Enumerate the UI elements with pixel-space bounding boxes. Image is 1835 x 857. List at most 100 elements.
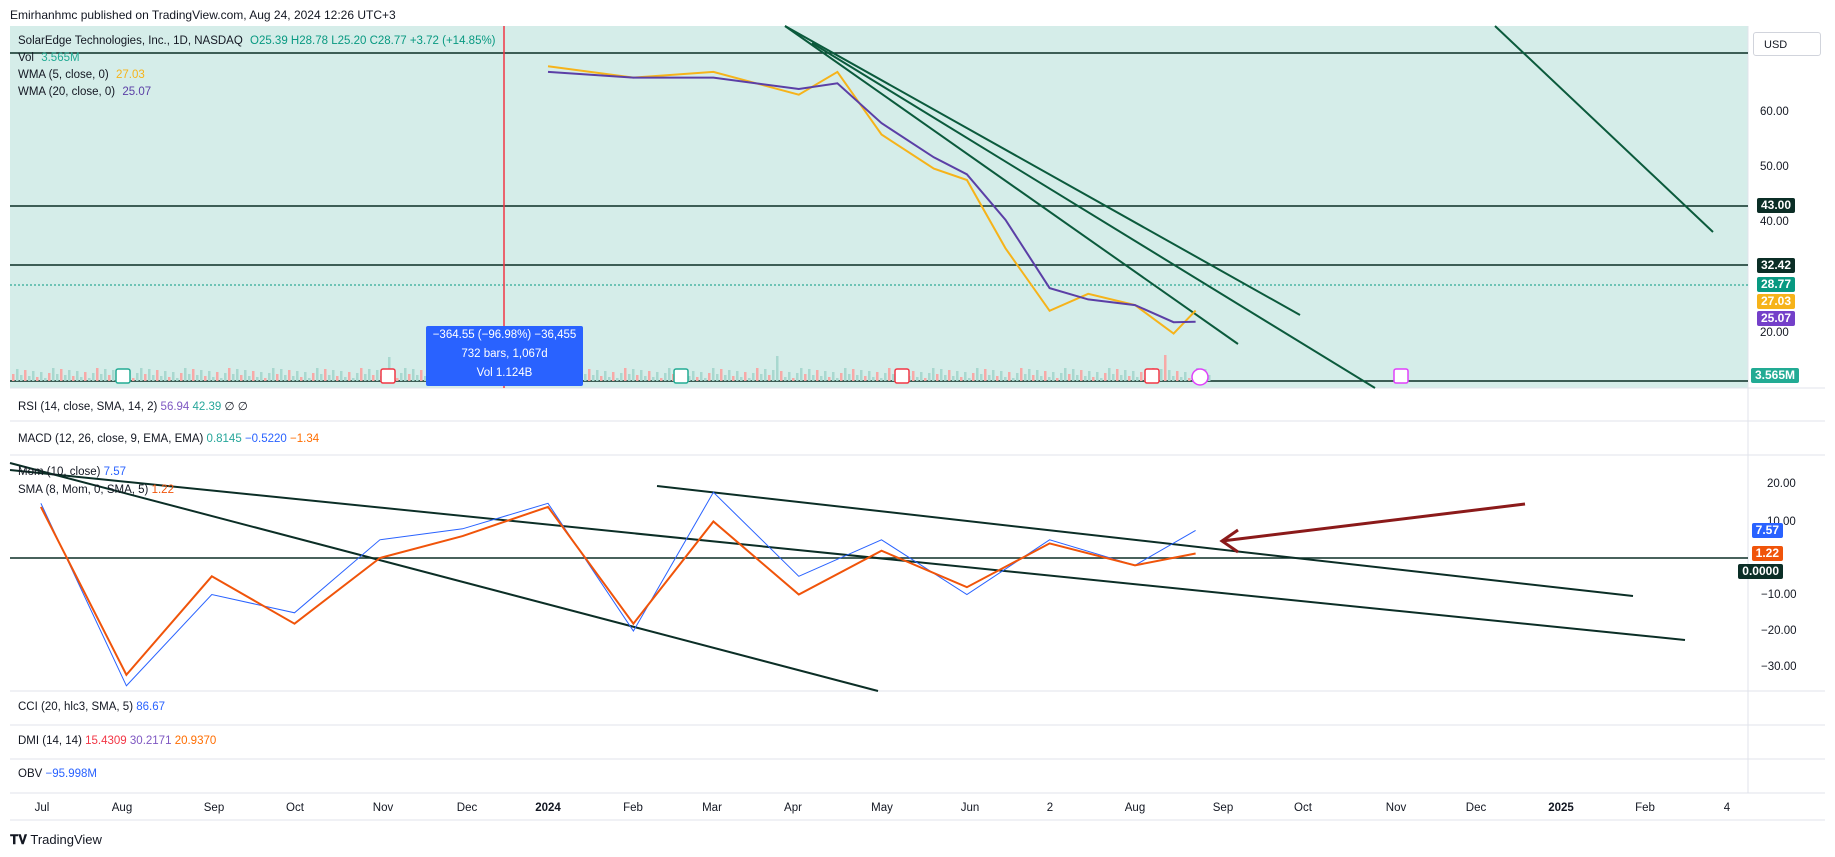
volume-bar [272, 368, 275, 381]
volume-bar [292, 376, 295, 381]
sma-legend[interactable]: SMA (8, Mom, 0, SMA, 5) 1.22 [18, 484, 174, 496]
volume-bar [784, 377, 787, 381]
volume-bar [776, 356, 779, 381]
time-tick: Feb [623, 802, 643, 814]
dmi-adx: 20.9370 [174, 735, 217, 747]
time-tick: Sep [1212, 802, 1234, 814]
macd-legend[interactable]: MACD (12, 26, close, 9, EMA, EMA) 0.8145… [18, 433, 319, 445]
volume-bar [248, 376, 251, 381]
tradingview-logo[interactable]: 𝐓𝐕 TradingView [10, 832, 102, 848]
dmi-label: DMI (14, 14) [18, 735, 82, 747]
wma5-label: WMA (5, close, 0) [18, 69, 109, 81]
dividend-marker [1191, 368, 1209, 386]
volume-bar [304, 372, 307, 381]
volume-bar [848, 374, 851, 381]
mom-legend[interactable]: Mom (10, close) 7.57 [18, 466, 126, 478]
wma5-legend[interactable]: WMA (5, close, 0) 27.03 [18, 69, 149, 81]
volume-bar [1008, 372, 1011, 381]
time-tick: Apr [784, 802, 802, 814]
volume-bar [204, 376, 207, 381]
volume-bar [1140, 372, 1143, 381]
rsi-legend[interactable]: RSI (14, close, SMA, 14, 2) 56.94 42.39 … [18, 399, 248, 413]
volume-bar [408, 374, 411, 381]
volume-bar [864, 376, 867, 381]
volume-bar [1104, 373, 1107, 381]
obv-legend[interactable]: OBV −95.998M [18, 768, 97, 780]
volume-bar [156, 370, 159, 381]
volume-bar [664, 373, 667, 381]
volume-bar [324, 369, 327, 381]
volume-bar [80, 377, 83, 381]
volume-bar [604, 371, 607, 381]
mom-tick: −30.00 [1761, 661, 1797, 673]
volume-bar [368, 369, 371, 381]
volume-bar [96, 368, 99, 381]
volume-bar [212, 377, 215, 381]
volume-bar [1064, 368, 1067, 381]
earnings-marker [115, 368, 131, 384]
price-series-group [547, 65, 1197, 335]
volume-bar [804, 374, 807, 381]
volume-bar [76, 371, 79, 381]
volume-bar [980, 374, 983, 381]
cci-legend[interactable]: CCI (20, hlc3, SMA, 5) 86.67 [18, 701, 165, 713]
volume-bar [956, 371, 959, 381]
volume-bar [704, 378, 707, 381]
macd-hist: −1.34 [290, 433, 320, 445]
volume-bar [780, 371, 783, 381]
volume-bar [796, 373, 799, 381]
mom-tick: −20.00 [1761, 625, 1797, 637]
volume-bar [1044, 371, 1047, 381]
cci-label: CCI (20, hlc3, SMA, 5) [18, 701, 134, 713]
volume-bar [308, 378, 311, 381]
volume-bar [636, 375, 639, 381]
volume-legend[interactable]: Vol 3.565M [18, 52, 84, 64]
earnings-marker [1144, 368, 1160, 384]
rsi-bands: ∅ ∅ [224, 401, 248, 413]
volume-bar [396, 378, 399, 381]
macd-label: MACD (12, 26, close, 9, EMA, EMA) [18, 433, 204, 445]
volume-bar [844, 368, 847, 381]
price-tick: 50.00 [1760, 161, 1789, 173]
volume-bar [668, 368, 671, 381]
volume-bar [280, 369, 283, 381]
volume-bar [1088, 371, 1091, 381]
trendline [784, 25, 1301, 316]
volume-bar [640, 370, 643, 381]
time-tick: 2025 [1548, 802, 1574, 814]
volume-bar [1112, 374, 1115, 381]
volume-bar [172, 372, 175, 381]
volume-bar [1168, 370, 1171, 381]
volume-bar [48, 373, 51, 381]
volume-bar [40, 372, 43, 381]
time-tick: Nov [1385, 802, 1407, 814]
volume-bar [708, 373, 711, 381]
volume-bar [1120, 375, 1123, 381]
volume-bar [44, 378, 47, 381]
volume-bar [744, 372, 747, 381]
volume-bar [1176, 371, 1179, 381]
volume-bar [416, 375, 419, 381]
time-tick: Mar [702, 802, 722, 814]
volume-bar [932, 368, 935, 381]
volume-bar [264, 378, 267, 381]
volume-bar [1060, 373, 1063, 381]
volume-bar [68, 370, 71, 381]
volume-bar [184, 368, 187, 381]
volume-bar [88, 378, 91, 381]
volume-bar [240, 375, 243, 381]
volume-bar [312, 373, 315, 381]
dmi-legend[interactable]: DMI (14, 14) 15.4309 30.2171 20.9370 [18, 735, 216, 747]
mom-value: 7.57 [103, 466, 127, 478]
mom-trendline [9, 462, 879, 692]
annotation-arrow [1221, 502, 1526, 543]
wma20-legend[interactable]: WMA (20, close, 0) 25.07 [18, 86, 155, 98]
volume-bar [648, 371, 651, 381]
annotation-arrowhead [1219, 528, 1239, 554]
currency-button[interactable]: USD [1753, 32, 1821, 56]
sma-tag: 1.22 [1751, 546, 1783, 561]
symbol-legend[interactable]: SolarEdge Technologies, Inc., 1D, NASDAQ… [18, 35, 500, 47]
volume-bar [792, 378, 795, 381]
time-tick: 2024 [535, 802, 561, 814]
